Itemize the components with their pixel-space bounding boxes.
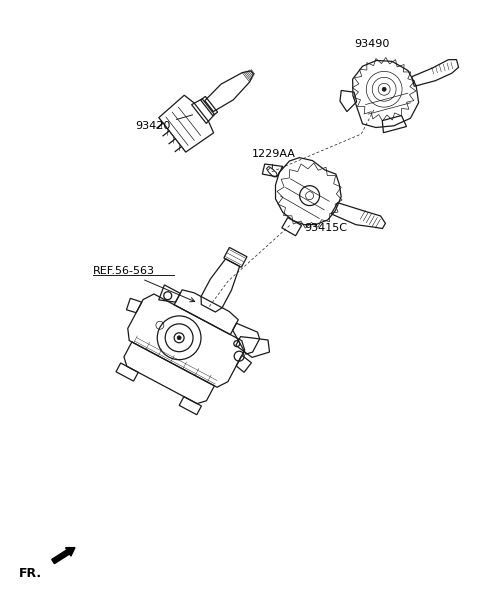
Text: FR.: FR. xyxy=(19,567,42,580)
FancyArrow shape xyxy=(52,547,75,563)
Text: 93420: 93420 xyxy=(136,115,192,131)
Text: 93415C: 93415C xyxy=(305,223,348,234)
Circle shape xyxy=(177,336,181,340)
Text: 93490: 93490 xyxy=(354,39,390,48)
Text: 1229AA: 1229AA xyxy=(252,149,296,169)
Circle shape xyxy=(382,87,386,91)
Text: REF.56-563: REF.56-563 xyxy=(93,266,195,302)
